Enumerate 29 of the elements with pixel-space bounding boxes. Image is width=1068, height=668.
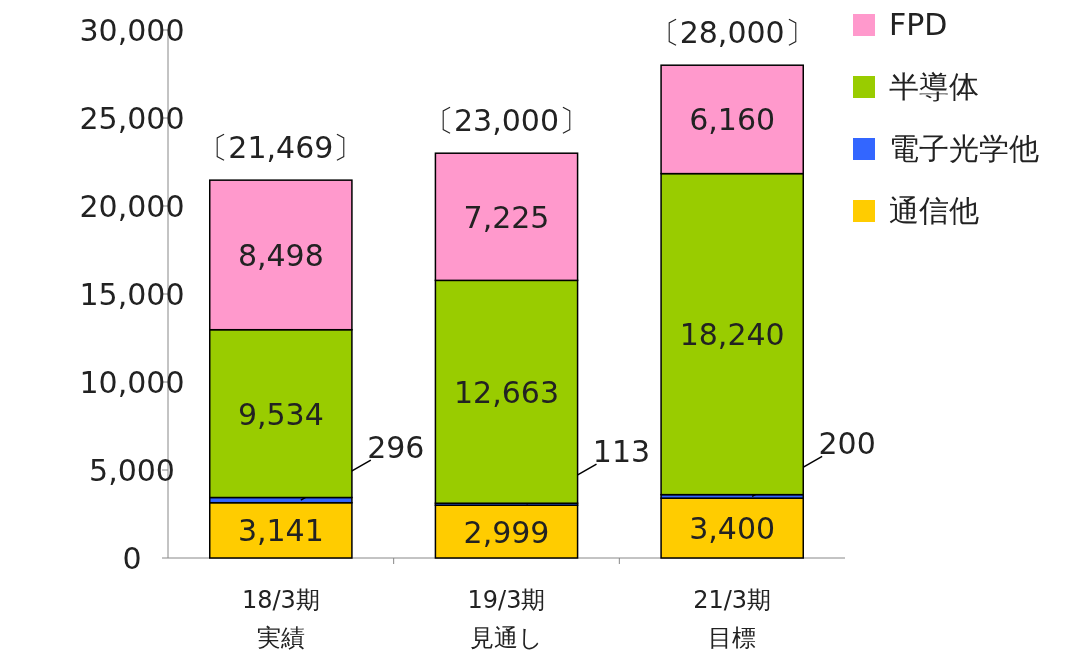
x-tick-label: 21/3期目標 xyxy=(693,586,772,652)
data-label: 200 xyxy=(818,426,876,462)
y-tick-label: 25,000 xyxy=(79,101,185,136)
y-tick-label: 10,000 xyxy=(79,365,185,400)
data-label: 296 xyxy=(367,430,425,466)
x-tick-label: 18/3期実績 xyxy=(241,586,320,652)
y-tick-label: 15,000 xyxy=(79,277,185,312)
legend-label: 電子光学他 xyxy=(889,131,1039,166)
data-label: 3,400 xyxy=(689,511,776,547)
total-label: 〔28,000〕 xyxy=(649,15,815,51)
total-label: 〔23,000〕 xyxy=(424,103,589,139)
legend-label: 通信他 xyxy=(889,193,979,228)
legend-label: 半導体 xyxy=(889,69,979,104)
y-tick-label: 5,000 xyxy=(89,453,175,488)
data-label: 8,498 xyxy=(237,237,324,273)
data-label: 2,999 xyxy=(463,514,550,550)
total-label: 〔21,469〕 xyxy=(198,130,364,166)
data-label: 113 xyxy=(592,434,651,470)
y-tick-label: 30,000 xyxy=(79,13,185,48)
data-label: 12,663 xyxy=(454,374,559,410)
data-label: 9,534 xyxy=(237,396,324,432)
data-label: 3,141 xyxy=(237,513,324,549)
data-label: 18,240 xyxy=(679,317,785,353)
y-tick-label: 0 xyxy=(122,541,142,576)
y-tick-label: 20,000 xyxy=(79,189,185,224)
data-label: 6,160 xyxy=(689,102,776,138)
legend-label: FPD xyxy=(889,7,948,42)
data-label: 7,225 xyxy=(463,199,550,235)
x-tick-label: 19/3期見通し xyxy=(467,586,546,652)
